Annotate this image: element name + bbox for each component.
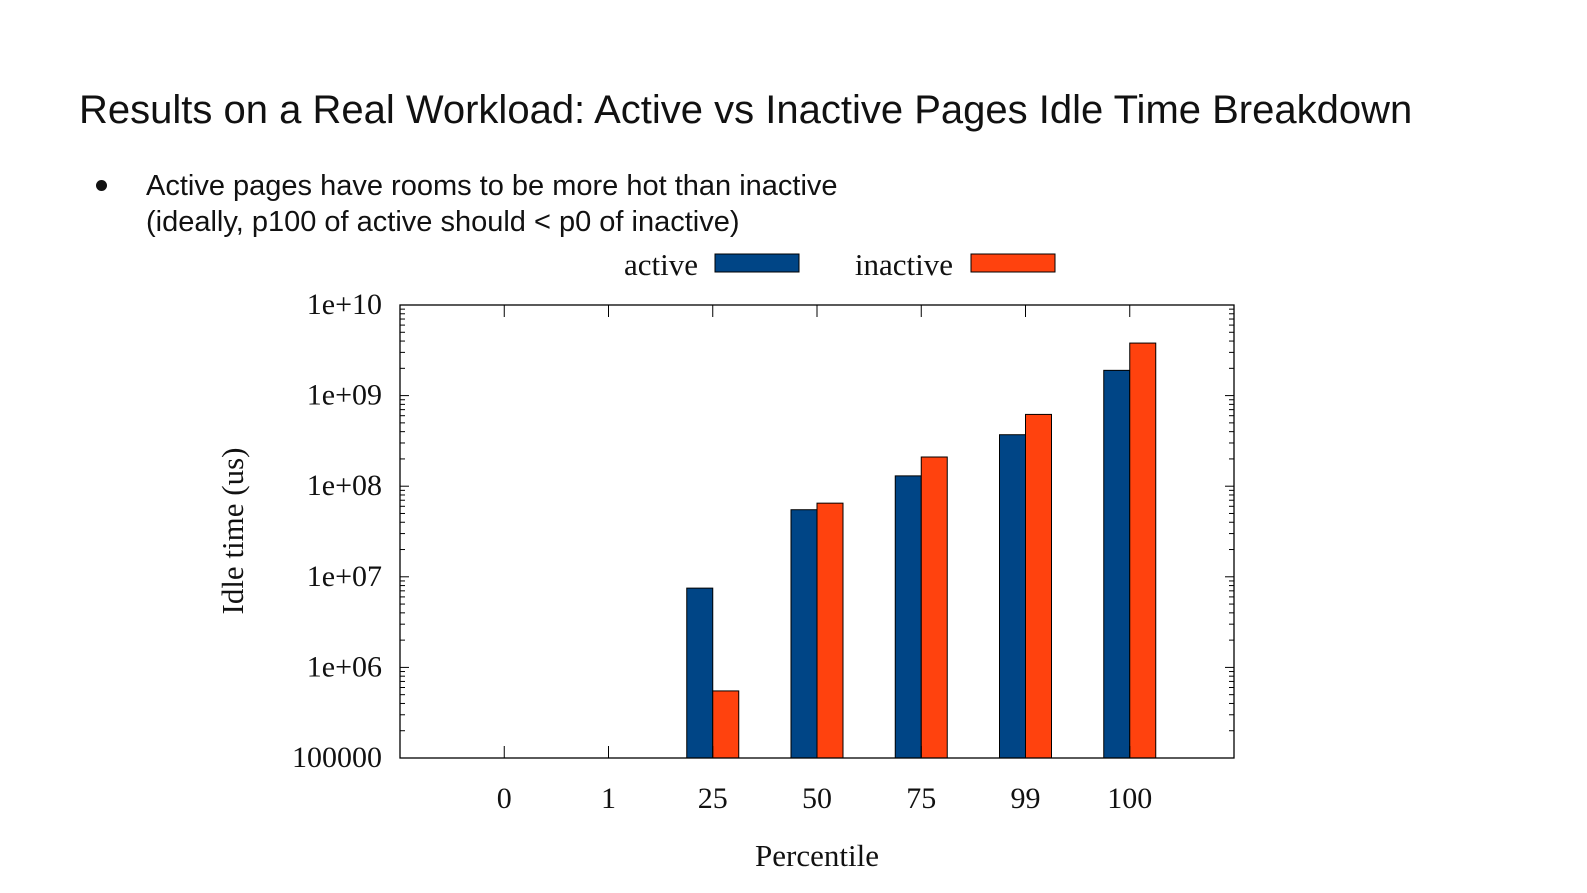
bar-active [790, 509, 818, 759]
x-tick-label: 100 [1107, 782, 1152, 815]
x-tick-label: 50 [802, 782, 832, 815]
bullet-dot-icon [96, 180, 107, 191]
bar-inactive [816, 502, 844, 759]
legend-swatch-active [714, 253, 800, 273]
legend-swatch-inactive [970, 253, 1056, 273]
x-tick-label: 0 [497, 782, 512, 815]
bullet-text-line-2: (ideally, p100 of active should < p0 of … [146, 206, 740, 238]
bullet-list: Active pages have rooms to be more hot t… [96, 168, 838, 240]
x-tick-label: 99 [1011, 782, 1041, 815]
x-tick-label: 1 [601, 782, 616, 815]
bar-inactive [1129, 342, 1157, 759]
y-tick-label: 1e+07 [307, 560, 382, 593]
bar-active [999, 434, 1026, 759]
bullet-item: Active pages have rooms to be more hot t… [96, 168, 838, 240]
y-tick-label: 1e+08 [307, 469, 382, 502]
y-tick-label: 1e+09 [307, 379, 382, 412]
y-axis-label: Idle time (us) [215, 447, 250, 614]
bar-inactive [712, 690, 740, 759]
y-tick-label: 100000 [292, 741, 382, 774]
x-tick-label: 75 [906, 782, 936, 815]
bar-inactive [920, 456, 948, 759]
bar-active [894, 475, 922, 759]
bar-active [686, 587, 714, 759]
x-axis-label: Percentile [755, 838, 879, 873]
bar-inactive [1025, 413, 1052, 759]
slide-title: Results on a Real Workload: Active vs In… [79, 88, 1413, 132]
x-tick-label: 25 [698, 782, 728, 815]
y-tick-label: 1e+10 [307, 288, 382, 321]
legend-label-active: active [624, 247, 698, 282]
y-tick-label: 1e+06 [307, 650, 382, 683]
bullet-text-line-1: Active pages have rooms to be more hot t… [146, 170, 838, 202]
bar-active [1103, 369, 1131, 759]
legend-label-inactive: inactive [855, 247, 953, 282]
